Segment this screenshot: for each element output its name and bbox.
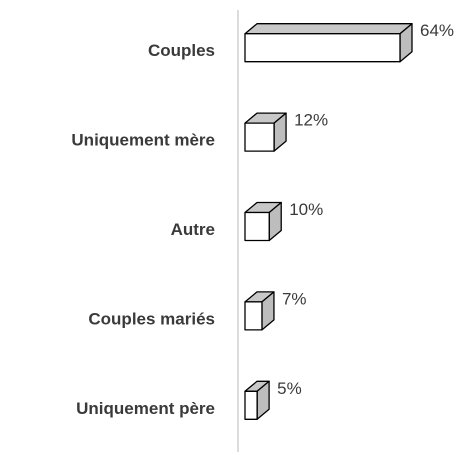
value-label: 12% xyxy=(294,111,328,130)
value-label: 5% xyxy=(277,379,302,398)
bar xyxy=(244,112,287,152)
bar xyxy=(244,380,270,420)
bar xyxy=(244,201,282,242)
bar xyxy=(244,23,413,63)
bar-front xyxy=(244,211,270,242)
category-label: Couples xyxy=(148,41,215,60)
value-label: 64% xyxy=(420,21,454,40)
bar-front xyxy=(244,33,401,63)
category-label: Couples mariés xyxy=(88,309,215,328)
bar-front xyxy=(244,390,258,420)
bar-front xyxy=(244,122,275,152)
category-label: Autre xyxy=(171,220,215,239)
bar-top xyxy=(244,23,413,35)
bar xyxy=(244,291,275,331)
category-label: Uniquement père xyxy=(76,399,215,418)
value-label: 10% xyxy=(289,200,323,219)
category-label: Uniquement mère xyxy=(71,131,215,150)
bar-front xyxy=(244,301,263,331)
value-label: 7% xyxy=(282,289,307,308)
